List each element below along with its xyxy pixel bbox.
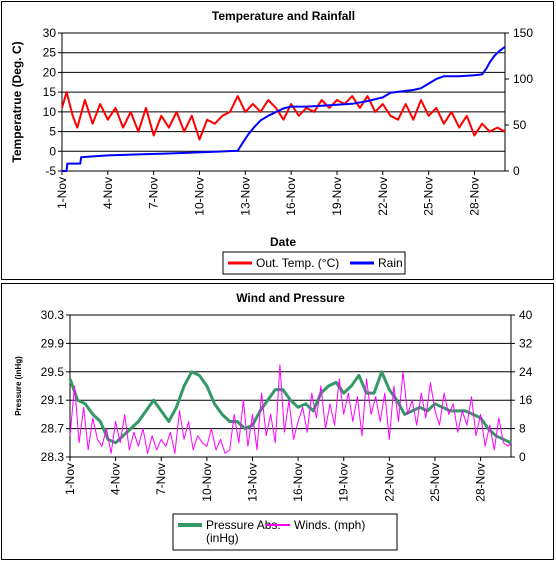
legend-box [222, 251, 406, 275]
x-tick-label: 22-Nov [376, 177, 390, 216]
x-tick-label: 10-Nov [192, 177, 206, 216]
y-tick-label: 0 [49, 144, 56, 158]
y-tick-label: 15 [43, 85, 57, 99]
y2-tick-label: 150 [513, 26, 533, 40]
series-line-2 [69, 364, 512, 454]
y2-tick-label: 100 [513, 72, 533, 86]
y-tick-label: 28.3 [41, 450, 65, 464]
x-tick-label: 4-Nov [109, 463, 123, 495]
x-tick-label: 10-Nov [200, 463, 214, 502]
y2-tick-label: 0 [519, 450, 526, 464]
y-tick-label: 10 [43, 105, 57, 119]
x-tick-label: 7-Nov [147, 177, 161, 209]
y2-tick-label: 0 [513, 164, 520, 178]
temperature-rainfall-chart-panel: -5 0 5 10 15 20 25 30 0 50 100 150 1-Nov 4-Nov 7-Nov 10… [1, 1, 554, 280]
legend-box [172, 513, 398, 551]
y-tick-label: 29.9 [41, 336, 65, 350]
y2-tick-label: 50 [513, 118, 527, 132]
legend-label: Pressure Abs. [206, 518, 281, 532]
temperature-rainfall-chart: -5 0 5 10 15 20 25 30 0 50 100 150 1-Nov 4-Nov 7-Nov 10… [10, 9, 533, 275]
wind-pressure-chart: 28.3 28.7 29.1 29.5 29.9 30.3 0 8 16 24 32 40 1-Nov 4… [14, 291, 533, 551]
y2-tick-label: 16 [519, 393, 533, 407]
y2-tick-label: 24 [519, 365, 533, 379]
series-line-1 [61, 91, 506, 141]
y-axis-label: Pressure (inHg) [14, 356, 23, 416]
x-tick-label: 19-Nov [337, 463, 351, 502]
y-tick-label: 20 [43, 65, 57, 79]
x-tick-label: 13-Nov [238, 177, 252, 216]
y2-tick-label: 32 [519, 336, 533, 350]
x-tick-label: 13-Nov [245, 463, 259, 502]
x-tick-label: 16-Nov [291, 463, 305, 502]
y2-tick-label: 40 [519, 308, 533, 322]
series-line-1 [68, 370, 512, 445]
legend-label: Out. Temp. (°C) [256, 256, 339, 270]
y-tick-label: 29.1 [41, 393, 65, 407]
x-axis-label: Date [270, 235, 296, 249]
legend-label: Winds. (mph) [294, 518, 365, 532]
y-tick-label: 30.3 [41, 308, 65, 322]
wind-pressure-chart-panel: 28.3 28.7 29.1 29.5 29.9 30.3 0 8 16 24 32 40 1-Nov 4… [1, 283, 554, 560]
x-tick-label: 28-Nov [474, 463, 488, 502]
x-tick-label: 25-Nov [422, 177, 436, 216]
plot-area [61, 32, 506, 172]
plot-area [69, 314, 512, 458]
chart-title: Temperature and Rainfall [212, 9, 355, 23]
chart-title: Wind and Pressure [236, 291, 345, 305]
x-tick-label: 28-Nov [467, 177, 481, 216]
y-tick-label: 30 [43, 26, 57, 40]
y-tick-label: 5 [49, 125, 56, 139]
x-tick-label: 1-Nov [63, 463, 77, 495]
x-tick-label: 4-Nov [101, 177, 115, 209]
y-tick-label: -5 [45, 164, 56, 178]
series-line-2 [62, 46, 506, 172]
x-tick-label: 19-Nov [330, 177, 344, 216]
x-tick-label: 16-Nov [284, 177, 298, 216]
x-tick-label: 22-Nov [382, 463, 396, 502]
y-tick-label: 29.5 [41, 365, 65, 379]
x-tick-label: 7-Nov [154, 463, 168, 495]
y-axis-label: Temperatrue (Deg. C) [10, 41, 24, 162]
legend-label: (inHg) [206, 531, 239, 545]
y2-tick-label: 8 [519, 422, 526, 436]
legend-label: Rain [378, 256, 403, 270]
y-tick-label: 25 [43, 46, 57, 60]
x-tick-label: 25-Nov [428, 463, 442, 502]
x-tick-label: 1-Nov [55, 177, 69, 209]
y-tick-label: 28.7 [41, 422, 65, 436]
